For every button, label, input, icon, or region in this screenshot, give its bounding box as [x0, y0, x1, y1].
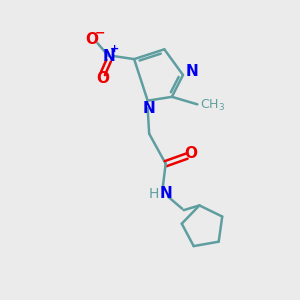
Text: O: O: [96, 71, 109, 86]
Text: −: −: [94, 26, 105, 40]
Text: +: +: [110, 44, 119, 54]
Text: H: H: [149, 187, 159, 201]
Text: N: N: [143, 101, 155, 116]
Text: N: N: [102, 49, 115, 64]
Text: O: O: [86, 32, 99, 47]
Text: N: N: [160, 186, 172, 201]
Text: N: N: [186, 64, 198, 80]
Text: CH$_3$: CH$_3$: [200, 98, 225, 113]
Text: O: O: [185, 146, 198, 161]
